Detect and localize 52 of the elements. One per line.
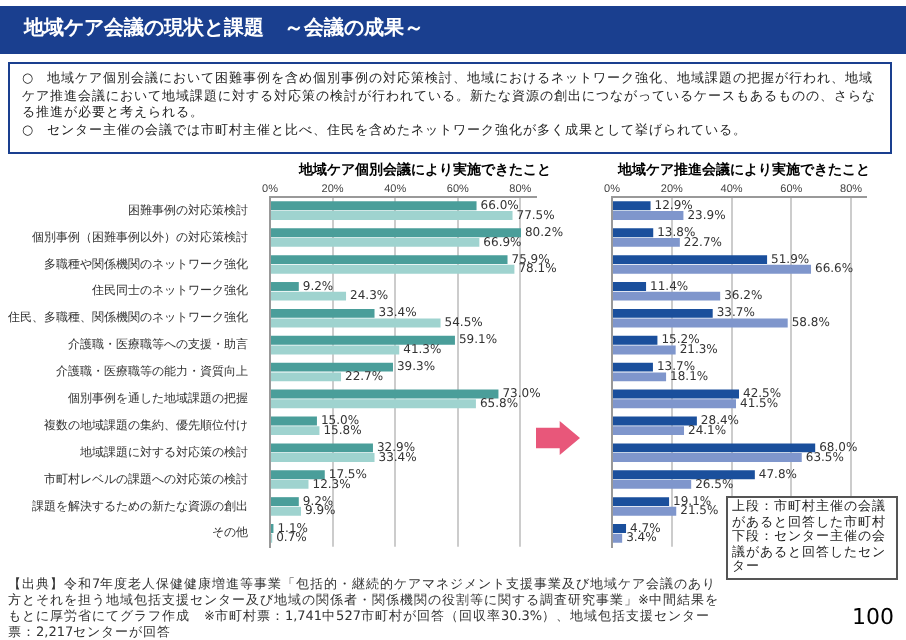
bar: [613, 255, 768, 265]
bar: [613, 264, 812, 274]
bar: [271, 506, 301, 516]
bar: [613, 211, 684, 220]
bar: [271, 443, 373, 453]
bar: [271, 308, 375, 318]
bar: [271, 255, 508, 265]
bar: [271, 211, 513, 220]
bar: [271, 264, 515, 274]
bar: [613, 389, 739, 399]
bar: [613, 533, 623, 543]
bar: [613, 497, 670, 507]
bar: [613, 506, 677, 516]
bar: [271, 416, 317, 426]
bar: [271, 291, 347, 301]
bar: [271, 453, 375, 462]
bar: [613, 479, 692, 489]
text: 100: [852, 604, 894, 630]
bar: [613, 282, 647, 291]
bar: [271, 335, 455, 345]
bar: [613, 524, 627, 533]
bar: [613, 426, 685, 436]
bar: [613, 345, 676, 355]
bar: [613, 237, 680, 247]
bar: [613, 201, 651, 211]
bar: [271, 237, 480, 247]
bar: [271, 426, 320, 436]
bar: [271, 372, 342, 382]
bar: [271, 497, 299, 507]
bar: [613, 291, 721, 301]
bar: [271, 479, 309, 489]
bar: [613, 453, 802, 462]
bar: [271, 399, 476, 409]
bar: [613, 318, 788, 328]
bar: [271, 282, 299, 291]
bar: [271, 362, 393, 372]
bar: [613, 443, 816, 453]
bar: [613, 228, 654, 238]
bar: [271, 201, 477, 211]
bar: [271, 470, 325, 480]
bar: [613, 362, 653, 372]
bar: [613, 335, 658, 345]
bar: [613, 416, 697, 426]
bar: [271, 318, 441, 328]
bar: [613, 372, 667, 382]
bar: [271, 345, 400, 355]
bar: [613, 308, 713, 318]
bar: [613, 399, 737, 409]
bar: [271, 228, 521, 238]
text: 地域ケア会議の現状と課題 ～会議の成果～: [0, 6, 906, 54]
bar: [271, 389, 499, 399]
bar: [613, 470, 755, 480]
